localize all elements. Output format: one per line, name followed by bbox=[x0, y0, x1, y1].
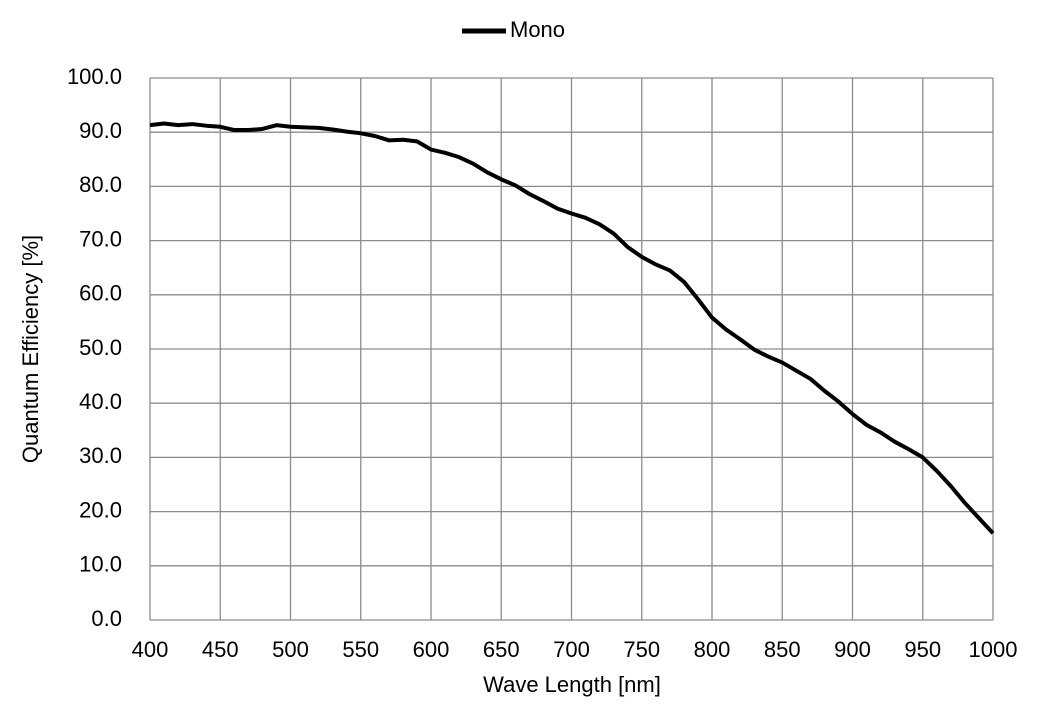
x-tick-label: 650 bbox=[483, 637, 520, 662]
y-tick-label: 10.0 bbox=[79, 552, 122, 577]
y-axis-label: Quantum Efficiency [%] bbox=[18, 235, 43, 463]
x-tick-label: 400 bbox=[132, 637, 169, 662]
x-tick-label: 600 bbox=[413, 637, 450, 662]
x-tick-label: 700 bbox=[553, 637, 590, 662]
x-tick-label: 1000 bbox=[969, 637, 1018, 662]
y-tick-label: 60.0 bbox=[79, 281, 122, 306]
y-tick-label: 80.0 bbox=[79, 172, 122, 197]
y-tick-label: 100.0 bbox=[67, 64, 122, 89]
x-tick-label: 900 bbox=[834, 637, 871, 662]
y-tick-label: 70.0 bbox=[79, 226, 122, 251]
y-tick-label: 30.0 bbox=[79, 443, 122, 468]
y-tick-label: 20.0 bbox=[79, 497, 122, 522]
x-tick-label: 800 bbox=[694, 637, 731, 662]
y-tick-label: 90.0 bbox=[79, 118, 122, 143]
x-tick-label: 550 bbox=[342, 637, 379, 662]
legend-label: Mono bbox=[510, 17, 565, 42]
x-tick-label: 950 bbox=[904, 637, 941, 662]
x-axis-label: Wave Length [nm] bbox=[483, 672, 661, 697]
y-tick-label: 50.0 bbox=[79, 335, 122, 360]
data-line bbox=[149, 121, 995, 535]
y-tick-label: 0.0 bbox=[91, 606, 122, 631]
x-tick-label: 500 bbox=[272, 637, 309, 662]
x-tick-label: 850 bbox=[764, 637, 801, 662]
x-tick-label: 750 bbox=[623, 637, 660, 662]
x-tick-label: 450 bbox=[202, 637, 239, 662]
y-tick-label: 40.0 bbox=[79, 389, 122, 414]
